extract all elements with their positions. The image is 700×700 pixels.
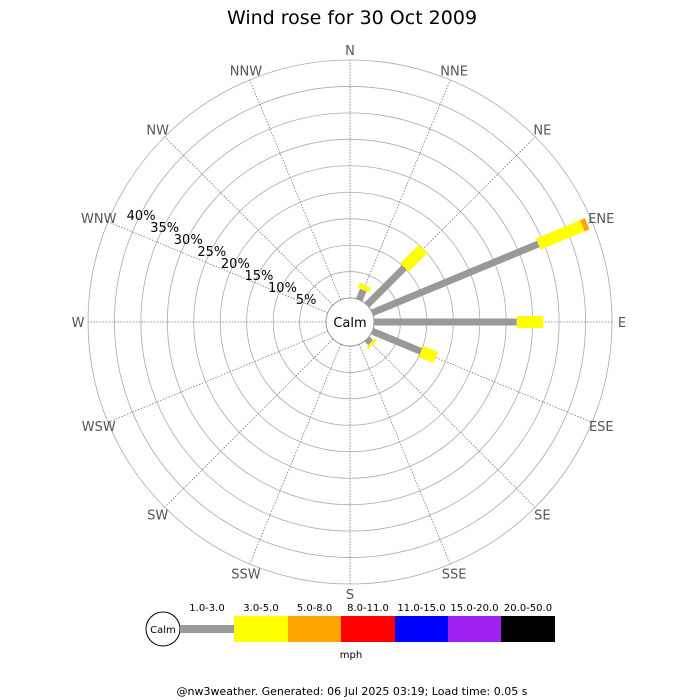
radial-tick-40: 40% xyxy=(127,209,156,224)
calm-circle xyxy=(325,297,375,347)
wind-bar-ene-3.0-5.0 xyxy=(536,220,585,250)
wind-bar-se-3.0-5.0 xyxy=(366,338,377,349)
direction-label-s: S xyxy=(346,588,354,603)
calm-label: Calm xyxy=(333,316,366,331)
direction-label-sw: SW xyxy=(147,508,168,523)
wind-bar-ne-3.0-5.0 xyxy=(400,244,428,272)
speed-legend: Calm 1.0-3.0 3.0-5.0 5.0-8.0 8.0-11.0 11.0-15… xyxy=(145,603,555,661)
spoke-sw xyxy=(164,338,334,508)
spoke-nne xyxy=(358,79,451,300)
radial-tick-20: 20% xyxy=(221,257,250,272)
radial-tick-10: 10% xyxy=(268,281,297,296)
radial-tick-35: 35% xyxy=(150,221,179,236)
radial-tick-5: 5% xyxy=(296,293,317,308)
spoke-wnw xyxy=(107,221,328,314)
wind-bar-ese-3.0-5.0 xyxy=(418,345,438,364)
legend-label-1.0-3.0: 1.0-3.0 xyxy=(189,603,224,614)
direction-label-sse: SSE xyxy=(442,567,467,582)
wind-bar-nne-3.0-5.0 xyxy=(357,282,371,293)
grid-ring-40 xyxy=(114,86,586,558)
legend-swatch-8.0-11.0 xyxy=(341,616,395,642)
direction-label-nw: NW xyxy=(146,124,169,139)
wind-bar-se-1.0-3.0 xyxy=(364,336,374,346)
legend-swatch-11.0-15.0 xyxy=(395,616,448,642)
direction-label-n: N xyxy=(345,44,355,59)
wind-bar-ene-5.0-8.0 xyxy=(579,218,590,232)
legend-label-11.0-15.0: 11.0-15.0 xyxy=(397,603,445,614)
direction-label-wsw: WSW xyxy=(82,420,116,435)
legend-units: mph xyxy=(340,650,362,661)
spoke-sse xyxy=(358,344,451,565)
radial-tick-labels: 5%10%15%20%25%30%35%40% xyxy=(127,209,317,308)
direction-label-se: SE xyxy=(534,508,550,523)
direction-label-wnw: WNW xyxy=(81,212,117,227)
legend-swatch-15.0-20.0 xyxy=(448,616,501,642)
wind-bar-nne-1.0-3.0 xyxy=(355,288,367,302)
direction-label-ssw: SSW xyxy=(231,567,261,582)
legend-swatch-3.0-5.0 xyxy=(234,616,288,642)
legend-swatch-5.0-8.0 xyxy=(288,616,341,642)
legend-label-8.0-11.0: 8.0-11.0 xyxy=(347,603,389,614)
footer-text: @nw3weather. Generated: 06 Jul 2025 03:1… xyxy=(177,685,528,698)
radial-tick-15: 15% xyxy=(244,269,273,284)
direction-label-ene: ENE xyxy=(588,212,614,227)
direction-label-nne: NNE xyxy=(440,65,468,80)
legend-label-3.0-5.0: 3.0-5.0 xyxy=(243,603,278,614)
legend-swatch-20.0-50.0 xyxy=(501,616,555,642)
wind-bar-ne-1.0-3.0 xyxy=(364,265,407,308)
spoke-se xyxy=(366,338,536,508)
direction-label-nnw: NNW xyxy=(230,65,262,80)
grid-ring-35 xyxy=(140,112,560,532)
legend-swatch-1.0-3.0 xyxy=(180,625,234,633)
legend-calm-label: Calm xyxy=(150,625,176,636)
direction-label-w: W xyxy=(72,316,85,331)
radial-tick-30: 30% xyxy=(174,233,203,248)
chart-title: Wind rose for 30 Oct 2009 xyxy=(227,7,477,29)
legend-label-15.0-20.0: 15.0-20.0 xyxy=(450,603,498,614)
spoke-nw xyxy=(164,136,334,306)
radial-tick-25: 25% xyxy=(197,245,226,260)
legend-label-5.0-8.0: 5.0-8.0 xyxy=(297,603,332,614)
wind-bar-ene-1.0-3.0 xyxy=(370,240,540,317)
wind-bar-ese-1.0-3.0 xyxy=(370,327,423,355)
wind-bars xyxy=(355,218,590,364)
spoke-ssw xyxy=(249,344,342,565)
spoke-wsw xyxy=(107,330,328,423)
direction-label-ne: NE xyxy=(533,124,551,139)
legend-label-20.0-50.0: 20.0-50.0 xyxy=(504,603,552,614)
direction-labels: N NNE NE ENE E ESE SE SSE S SSW SW WSW W WNW NW NNW xyxy=(72,44,627,603)
direction-label-e: E xyxy=(618,316,626,331)
spoke-nnw xyxy=(249,79,342,300)
direction-label-ese: ESE xyxy=(589,420,614,435)
